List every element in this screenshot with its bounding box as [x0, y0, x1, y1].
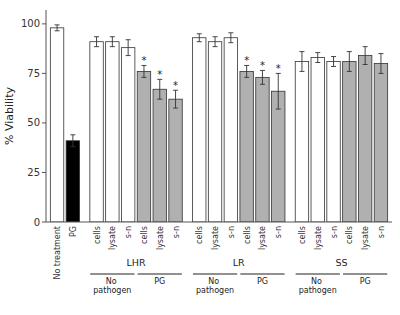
subgroup-label: PG	[257, 277, 268, 286]
x-tick-label: s-n	[330, 226, 339, 238]
error-bar	[213, 37, 218, 47]
error-bar	[363, 47, 368, 65]
y-tick-label: 25	[27, 167, 40, 178]
x-tick-label: s-n	[172, 226, 181, 238]
bar	[137, 71, 150, 222]
x-tick-label: lysate	[361, 226, 370, 250]
x-tick-label: cells	[298, 226, 307, 244]
bar	[256, 77, 269, 222]
error-bar	[141, 65, 146, 77]
y-axis	[46, 10, 47, 222]
error-bar	[244, 65, 249, 77]
group-label: LHR	[127, 257, 146, 268]
bar	[272, 91, 285, 222]
x-tick-label: lysate	[156, 226, 165, 250]
bar	[50, 28, 63, 222]
significance-star: *	[173, 80, 178, 91]
y-tick	[42, 222, 46, 223]
bar	[224, 38, 237, 222]
plot-area	[50, 25, 387, 222]
bar	[169, 99, 182, 222]
group-bracket	[138, 274, 182, 275]
x-tick-label: s-n	[377, 226, 386, 238]
bar	[327, 62, 340, 222]
x-tick-label: cells	[243, 226, 252, 244]
x-tick-label: lysate	[258, 226, 267, 250]
error-bar	[157, 79, 162, 99]
group-bracket	[240, 274, 284, 275]
subgroup-label: No pathogen	[93, 277, 131, 295]
subgroup-label: PG	[154, 277, 165, 286]
significance-star: *	[157, 69, 162, 80]
subgroup-label: No pathogen	[299, 277, 337, 295]
error-bar	[110, 37, 115, 47]
error-bar	[126, 40, 131, 56]
error-bar	[331, 57, 336, 67]
bar	[106, 42, 119, 222]
y-tick-label: 0	[34, 217, 40, 228]
subgroup-label: No pathogen	[196, 277, 234, 295]
group-bracket	[296, 274, 340, 275]
error-bar	[173, 90, 178, 108]
y-tick	[42, 73, 46, 74]
error-bar	[260, 70, 265, 84]
error-bar	[94, 37, 99, 47]
subgroup-label: PG	[360, 277, 371, 286]
group-bracket	[90, 274, 134, 275]
bar	[153, 89, 166, 222]
significance-star: *	[141, 55, 146, 66]
x-tick-label: lysate	[314, 226, 323, 250]
x-tick-label: s-n	[274, 226, 283, 238]
bar	[358, 56, 371, 222]
error-bar	[197, 34, 202, 42]
y-tick-label: 50	[27, 117, 40, 128]
x-tick-label: lysate	[211, 226, 220, 250]
error-bar	[315, 53, 320, 63]
error-bar	[228, 33, 233, 43]
y-tick	[42, 172, 46, 173]
bar	[295, 62, 308, 222]
bar	[240, 71, 253, 222]
y-tick	[42, 23, 46, 24]
error-bar	[70, 135, 75, 147]
bar	[121, 48, 134, 222]
bar	[311, 58, 324, 222]
bar	[66, 141, 79, 222]
y-tick	[42, 122, 46, 123]
bar	[90, 42, 103, 222]
x-tick-label: lysate	[108, 226, 117, 250]
bar	[343, 62, 356, 222]
x-tick-label: cells	[140, 226, 149, 244]
bar	[374, 63, 387, 222]
significance-star: *	[276, 63, 281, 74]
y-tick-label: 75	[27, 68, 40, 79]
x-tick-label: PG	[69, 226, 78, 237]
y-tick-label: 100	[21, 18, 40, 29]
x-tick-label: cells	[195, 226, 204, 244]
group-label: LR	[233, 257, 245, 268]
x-tick-label: s-n	[124, 226, 133, 238]
x-tick-label: cells	[345, 226, 354, 244]
significance-star: *	[244, 55, 249, 66]
chart: * * * * * * 0 25 50 75 100 % Viability No treatment P…	[0, 0, 400, 315]
x-tick-label: s-n	[227, 226, 236, 238]
y-axis-label: % Viability	[3, 87, 16, 145]
x-tick-label: cells	[93, 226, 102, 244]
group-bracket	[193, 274, 237, 275]
bar	[208, 42, 221, 222]
x-axis	[46, 222, 392, 223]
error-bar	[55, 25, 60, 31]
error-bar	[299, 52, 304, 72]
significance-star: *	[260, 60, 265, 71]
x-tick-label: No treatment	[53, 226, 62, 280]
error-bar	[378, 54, 383, 74]
group-label: SS	[335, 257, 347, 268]
group-bracket	[343, 274, 387, 275]
error-bar	[276, 73, 281, 109]
bar	[193, 38, 206, 222]
error-bar	[347, 52, 352, 72]
